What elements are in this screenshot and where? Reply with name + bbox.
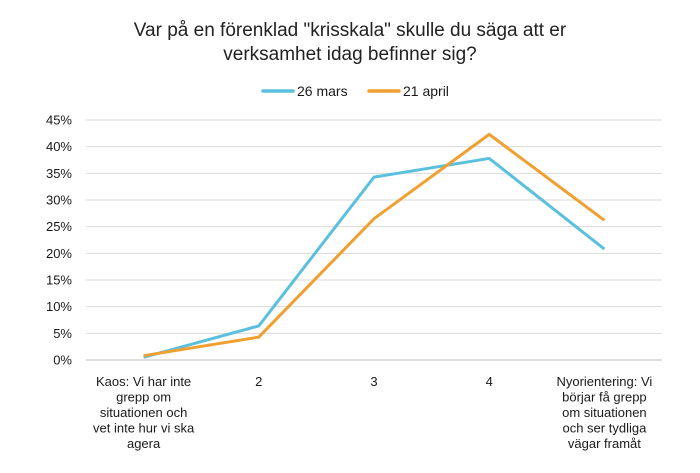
y-tick-label: 15% — [46, 273, 72, 288]
x-tick-label: Kaos: Vi har inte grepp om situationen och… — [93, 374, 195, 451]
y-tick-label: 30% — [46, 193, 72, 208]
x-tick-label-line: agera — [127, 436, 161, 451]
y-tick-label: 45% — [46, 113, 72, 128]
y-tick-label: 25% — [46, 219, 72, 234]
chart-title: Var på en förenklad "krisskala" skulle d… — [134, 20, 567, 65]
y-tick-label: 40% — [46, 139, 72, 154]
y-tick-label: 5% — [53, 326, 72, 341]
series-line-21-april — [143, 132, 606, 358]
x-tick-label: 2 — [255, 374, 262, 389]
x-tick-label-line: 4 — [486, 374, 493, 389]
chart-title-line: verksamhet idag befinner sig? — [223, 44, 476, 65]
x-tick-label-line: Kaos: Vi har inte — [96, 374, 191, 389]
legend-label: 26 mars — [297, 83, 348, 99]
x-tick-label-line: grepp om — [116, 390, 171, 405]
x-tick-label-line: situationen och — [100, 405, 187, 420]
x-tick-label-line: om situationen — [562, 405, 647, 420]
x-tick-label-line: börjar få grepp — [562, 390, 647, 405]
y-tick-label: 0% — [53, 353, 72, 368]
x-tick-label-line: vägar framåt — [568, 436, 641, 451]
y-axis-ticks: 0% 5% 10% 15% 20% 25% 30% 35% 40% 45% — [46, 113, 72, 368]
x-tick-label: Nyorientering: Vi börjar få grepp om situa… — [556, 374, 652, 451]
x-tick-label: 4 — [486, 374, 493, 389]
y-tick-label: 35% — [46, 166, 72, 181]
x-tick-label-line: och ser tydliga — [562, 421, 647, 436]
x-tick-label-line: vet inte hur vi ska — [93, 421, 195, 436]
y-tick-label: 10% — [46, 299, 72, 314]
x-tick-label: 3 — [370, 374, 377, 389]
x-tick-label-line: 3 — [370, 374, 377, 389]
x-tick-label-line: 2 — [255, 374, 262, 389]
y-tick-label: 20% — [46, 246, 72, 261]
legend: 26 mars 21 april — [261, 83, 449, 99]
series-lines — [143, 132, 606, 359]
series-line-26-mars — [143, 156, 606, 359]
x-axis-ticks: Kaos: Vi har inte grepp om situationen och… — [93, 374, 652, 451]
chart-title-line: Var på en förenklad "krisskala" skulle d… — [134, 20, 567, 41]
legend-label: 21 april — [403, 83, 449, 99]
gridlines — [86, 119, 662, 361]
x-tick-label-line: Nyorientering: Vi — [556, 374, 652, 389]
